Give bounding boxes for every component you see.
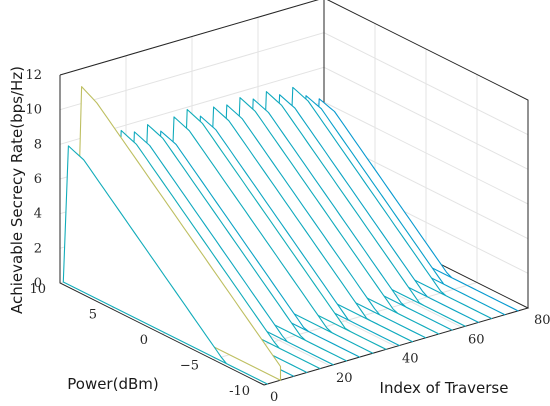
series-line (207, 106, 414, 343)
axis-left-edge (59, 75, 265, 386)
x-tick-label: 80 (534, 313, 550, 328)
series-line (141, 124, 348, 362)
z-tick-label: 6 (34, 172, 42, 187)
series-line (247, 98, 453, 331)
y-tick-label: -10 (229, 384, 250, 399)
x-tick-label: 60 (468, 332, 485, 347)
gridline (59, 0, 529, 101)
z-tick-label: 4 (34, 207, 42, 222)
series-line (234, 97, 440, 335)
z-tick-label: 8 (34, 137, 42, 152)
series-line (75, 86, 282, 381)
z-tick-label: 0 (34, 276, 42, 291)
series-line (287, 86, 493, 320)
y-tick-label: 0 (140, 333, 148, 348)
y-tick-label: −5 (180, 359, 199, 374)
series-line (260, 91, 466, 327)
x-tick-label: 20 (336, 371, 353, 386)
series-line (168, 116, 374, 354)
traces (62, 86, 519, 385)
axis-top-edge (59, 0, 529, 308)
series-line (62, 145, 268, 385)
x-axis-label: Index of Traverse (380, 379, 509, 397)
z-tick-label: 2 (34, 241, 42, 256)
x-tick-label: 0 (270, 390, 278, 405)
z-tick-label: 12 (25, 68, 42, 83)
series-line (128, 131, 334, 366)
series-line (115, 129, 321, 370)
y-tick-label: 10 (29, 282, 46, 297)
y-tick-label: 5 (89, 308, 97, 323)
z-axis-label: Achievable Secrecy Rate(bps/Hz) (8, 66, 26, 314)
x-tick-label: 40 (402, 352, 419, 367)
series-line (221, 104, 427, 339)
series-line (181, 108, 387, 350)
z-tick-label: 10 (25, 103, 42, 118)
y-axis-label: Power(dBm) (67, 375, 158, 393)
